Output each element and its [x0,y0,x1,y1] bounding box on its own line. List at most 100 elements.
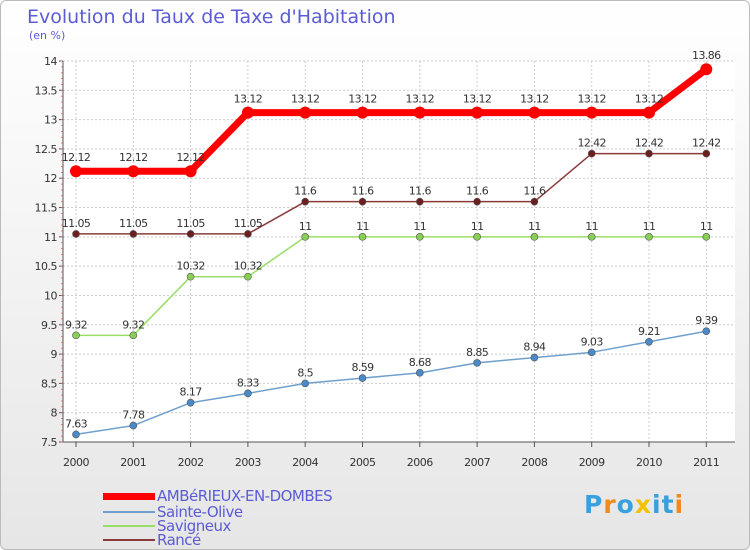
logo-letter: t [661,490,675,519]
data-label: 12.42 [635,137,664,150]
x-tick-label: 2007 [464,456,490,469]
data-point [301,197,310,206]
data-label: 13.86 [692,49,721,62]
data-point [587,149,596,158]
data-label: 13.12 [291,93,320,106]
data-label: 8.5 [297,366,313,379]
y-tick-label: 12.5 [35,143,58,156]
data-point [700,63,713,76]
data-label: 7.78 [122,409,145,422]
data-label: 11 [471,220,484,233]
data-point [244,230,252,238]
legend-label-savigneux: Savigneux [157,517,231,535]
x-tick-label: 2001 [120,456,146,469]
x-tick-label: 2006 [407,456,433,469]
data-label: 11.05 [176,217,205,230]
data-label: 11 [413,220,426,233]
data-label: 11.6 [523,185,546,198]
data-point [184,165,197,178]
data-point [356,106,369,119]
data-label: 11.6 [351,185,374,198]
legend-swatch-ambérieux [103,493,155,500]
proxiti-logo: Proxiti [584,490,684,519]
y-tick-label: 13.5 [35,84,58,97]
legend-label-rance: Rancé [157,531,201,549]
legend-swatch-savigneux [103,525,155,527]
data-label: 12.12 [62,151,91,164]
data-label: 9.32 [65,318,87,331]
logo-letter: x [634,490,652,519]
data-point [643,106,655,119]
data-point [587,233,596,241]
data-point [358,233,367,241]
data-point [241,106,254,119]
data-label: 11 [585,220,598,233]
data-point [702,149,711,158]
data-point [530,353,539,362]
x-tick-label: 2008 [521,456,547,469]
data-label: 7.63 [65,417,88,430]
data-label: 9.32 [122,318,144,331]
data-point [473,233,481,241]
x-tick-label: 2009 [579,456,605,469]
data-point [127,165,140,178]
data-label: 13.12 [520,93,549,106]
y-tick-label: 10 [44,289,57,302]
y-tick-label: 7.5 [41,436,57,449]
data-label: 12.12 [119,151,148,164]
x-tick-label: 2003 [235,456,261,469]
legend-label-sainte-olive: Sainte-Olive [157,503,243,521]
data-label: 8.85 [466,346,489,359]
data-point [530,197,539,206]
logo-letter: i [674,490,685,519]
x-tick-label: 2002 [178,456,204,469]
data-point [413,106,426,119]
data-label: 11.6 [466,185,489,198]
chart-title: Evolution du Taux de Taxe d'Habitation [27,6,396,28]
data-label: 11 [700,220,713,233]
data-label: 13.12 [348,93,377,106]
data-point [415,197,424,206]
data-point [72,430,80,439]
data-label: 8.33 [237,376,260,389]
logo-letter: o [616,490,635,519]
data-point [358,197,367,206]
plot-area [63,61,735,442]
data-point [129,421,138,430]
y-tick-label: 9 [51,348,58,361]
y-tick-label: 14 [44,55,57,68]
data-label: 10.32 [176,260,205,273]
data-point [72,230,80,238]
logo-letter: i [652,490,662,519]
data-point [129,230,138,238]
data-point [301,379,310,388]
logo-letter: r [603,490,617,519]
legend-label-ambérieux: AMBéRIEUX-EN-DOMBES [157,487,333,505]
data-point [70,165,82,178]
chart-subtitle: (en %) [29,29,66,42]
y-tick-label: 13 [44,114,57,127]
series-line-0 [72,65,710,175]
data-label: 8.17 [180,386,203,399]
series-line-2 [75,236,708,337]
data-point [415,369,424,377]
legend-swatch-sainte-olive [103,511,155,513]
data-label: 12.42 [577,137,606,150]
data-label: 9.03 [581,335,604,348]
data-point [702,327,711,336]
data-point [645,149,653,158]
series-line-3 [75,152,708,235]
data-point [473,359,481,367]
x-tick-label: 2000 [63,456,89,469]
data-point [530,233,539,241]
data-point [244,389,252,398]
data-point [299,106,312,119]
data-label: 11 [643,220,656,233]
data-point [587,348,596,357]
y-tick-label: 10.5 [35,260,58,273]
data-label: 8.68 [409,356,432,369]
data-label: 11 [299,220,312,233]
data-point [645,337,653,346]
data-point [528,106,541,119]
